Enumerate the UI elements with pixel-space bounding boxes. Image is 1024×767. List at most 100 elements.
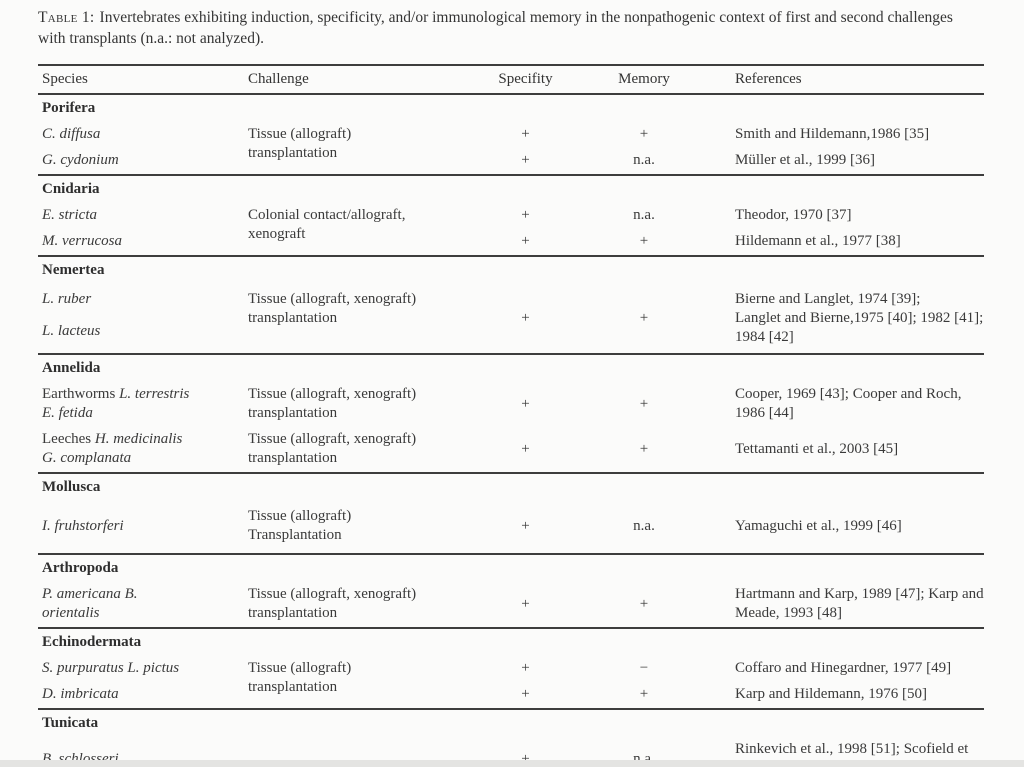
- col-header-species: Species: [42, 71, 88, 87]
- memory-cell: +: [639, 686, 649, 702]
- section-header-mollusca: Mollusca: [38, 473, 984, 501]
- species-cell: P. americana B. orientalis: [38, 582, 248, 628]
- memory-cell: −: [639, 660, 649, 676]
- invertebrates-table: Species Challenge Specifity Memory Refer…: [38, 64, 984, 767]
- memory-cell: +: [639, 395, 649, 412]
- section-title: Tunicata: [42, 715, 99, 731]
- specifity-cell: +: [521, 686, 530, 702]
- species-cell: I. fruhstorferi: [38, 501, 248, 554]
- reference-text: Tettamanti et al., 2003 [45]: [735, 440, 899, 457]
- specifity-cell: +: [521, 518, 530, 534]
- section-title: Arthropoda: [42, 560, 119, 576]
- table-row: L. ruber Tissue (allograft, xenograft) t…: [38, 284, 984, 345]
- challenge-cell: Tissue (allograft) transplantation: [248, 660, 352, 695]
- table-row: M. verrucosa + + Hildemann et al., 1977 …: [38, 229, 984, 256]
- specifity-cell: +: [521, 126, 530, 142]
- references-cell: Yamaguchi et al., 1999 [46]: [715, 501, 984, 554]
- reference-text: Cooper, 1969 [43]; Cooper and Roch, 1986…: [735, 386, 962, 421]
- species-cell: D. imbricata: [38, 682, 248, 709]
- table-head: Species Challenge Specifity Memory Refer…: [38, 65, 984, 94]
- species-name: L. terrestris E. fetida: [42, 386, 190, 421]
- table-row: S. purpuratus L. pictus Tissue (allograf…: [38, 656, 984, 695]
- challenge-cell: Tissue (allograft, xenograft) transplant…: [248, 586, 417, 621]
- col-header-references: References: [735, 71, 802, 87]
- species-cell: M. verrucosa: [38, 229, 248, 256]
- col-header-specifity: Specifity: [498, 71, 553, 87]
- section-header-porifera: Porifera: [38, 94, 984, 122]
- species-name: L. lacteus: [42, 323, 101, 339]
- memory-cell: +: [639, 126, 649, 142]
- table-row: Leeches H. medicinalis G. complanata Tis…: [38, 427, 984, 473]
- species-cell: Leeches H. medicinalis G. complanata: [38, 427, 248, 473]
- species-name: P. americana B. orientalis: [42, 586, 138, 621]
- section-header-nemertea: Nemertea: [38, 256, 984, 284]
- references-cell: Karp and Hildemann, 1976 [50]: [715, 682, 984, 709]
- memory-cell: +: [639, 440, 649, 457]
- table-row: G. cydonium + n.a. Müller et al., 1999 […: [38, 148, 984, 175]
- reference-text: Coffaro and Hinegardner, 1977 [49]: [735, 660, 952, 676]
- memory-cell: n.a.: [633, 152, 655, 168]
- reference-text: Theodor, 1970 [37]: [735, 207, 852, 223]
- section-header-echinodermata: Echinodermata: [38, 628, 984, 656]
- table-caption: Table 1: Invertebrates exhibiting inducti…: [38, 7, 984, 49]
- table-row: L. lacteus: [38, 319, 984, 354]
- specifity-cell: +: [521, 152, 530, 168]
- reference-text: Yamaguchi et al., 1999 [46]: [735, 518, 902, 534]
- challenge-cell: Tissue (allograft, xenograft) transplant…: [248, 386, 417, 421]
- challenge-cell: Tissue (allograft, xenograft) transplant…: [248, 431, 417, 466]
- species-cell: L. lacteus: [38, 319, 248, 354]
- table-row: Earthworms L. terrestris E. fetida Tissu…: [38, 382, 984, 427]
- species-name: I. fruhstorferi: [42, 517, 124, 534]
- table-row: I. fruhstorferi Tissue (allograft) Trans…: [38, 501, 984, 554]
- specifity-cell: +: [521, 309, 530, 326]
- specifity-cell: +: [521, 660, 530, 676]
- species-cell: G. cydonium: [38, 148, 248, 175]
- reference-text: Bierne and Langlet, 1974 [39]; Langlet a…: [735, 291, 984, 345]
- memory-cell: +: [639, 233, 649, 249]
- table-row: P. americana B. orientalis Tissue (allog…: [38, 582, 984, 628]
- specifity-cell: +: [521, 207, 530, 223]
- section-header-cnidaria: Cnidaria: [38, 175, 984, 203]
- references-cell: Hildemann et al., 1977 [38]: [715, 229, 984, 256]
- species-name: G. cydonium: [42, 152, 119, 168]
- section-title: Echinodermata: [42, 634, 142, 650]
- section-title: Annelida: [42, 360, 101, 376]
- memory-cell: n.a.: [633, 207, 655, 223]
- references-cell: Müller et al., 1999 [36]: [715, 148, 984, 175]
- reference-text: Hildemann et al., 1977 [38]: [735, 233, 901, 249]
- memory-cell: +: [639, 595, 649, 612]
- species-name: M. verrucosa: [42, 233, 122, 249]
- references-cell: Tettamanti et al., 2003 [45]: [715, 427, 984, 473]
- species-name: H. medicinalis G. complanata: [42, 431, 183, 466]
- references-cell: Hartmann and Karp, 1989 [47]; Karp and M…: [715, 582, 984, 628]
- memory-cell: +: [639, 309, 649, 326]
- reference-text: Hartmann and Karp, 1989 [47]; Karp and M…: [735, 586, 984, 621]
- section-title: Nemertea: [42, 262, 105, 278]
- species-name: E. stricta: [42, 207, 97, 223]
- species-prefix: Earthworms: [42, 386, 120, 402]
- specifity-cell: +: [521, 395, 530, 412]
- section-header-annelida: Annelida: [38, 354, 984, 382]
- section-title: Porifera: [42, 100, 96, 116]
- table-body: Porifera C. diffusa Tissue (allograft) t…: [38, 94, 984, 767]
- col-header-memory: Memory: [618, 71, 670, 87]
- section-title: Cnidaria: [42, 181, 100, 197]
- references-cell: Bierne and Langlet, 1974 [39]; Langlet a…: [715, 284, 984, 354]
- species-cell: Earthworms L. terrestris E. fetida: [38, 382, 248, 427]
- species-name: D. imbricata: [42, 686, 119, 702]
- references-cell: Coffaro and Hinegardner, 1977 [49]: [715, 656, 984, 682]
- challenge-cell: Tissue (allograft) Transplantation: [248, 508, 352, 543]
- species-name: L. ruber: [42, 291, 92, 307]
- memory-cell: n.a.: [633, 518, 655, 534]
- references-cell: Cooper, 1969 [43]; Cooper and Roch, 1986…: [715, 382, 984, 427]
- table-row: C. diffusa Tissue (allograft) transplant…: [38, 122, 984, 161]
- challenge-cell: Tissue (allograft, xenograft) transplant…: [248, 291, 417, 326]
- specifity-cell: +: [521, 233, 530, 249]
- challenge-cell: Tissue (allograft) transplantation: [248, 126, 352, 161]
- reference-text: Karp and Hildemann, 1976 [50]: [735, 686, 928, 702]
- table-row: E. stricta Colonial contact/allograft, x…: [38, 203, 984, 242]
- references-cell: Theodor, 1970 [37]: [715, 203, 984, 229]
- reference-text: Müller et al., 1999 [36]: [735, 152, 875, 168]
- species-cell: S. purpuratus L. pictus: [38, 656, 248, 682]
